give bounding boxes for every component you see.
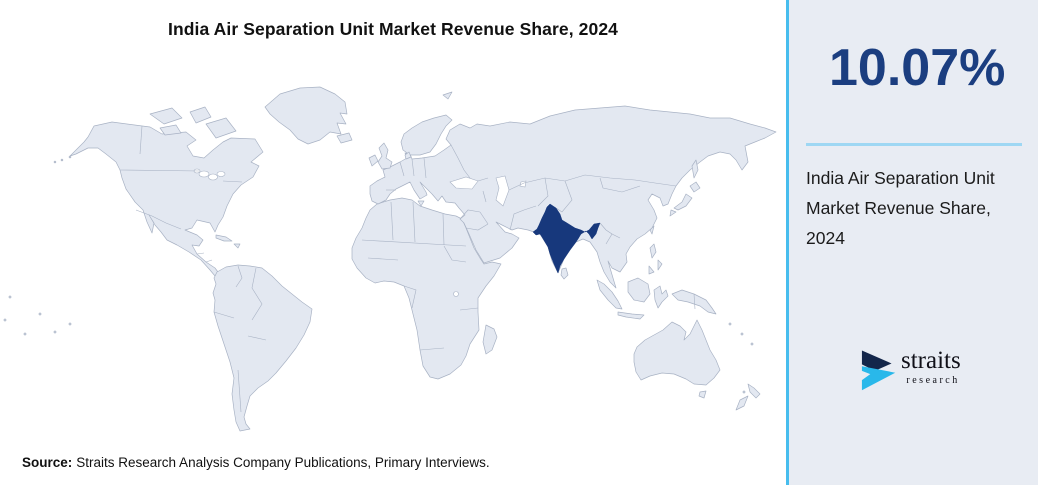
pacific-island-dot: [750, 342, 754, 346]
philippines-shape: [648, 265, 655, 275]
pacific-island-dot: [23, 332, 27, 336]
world-map: [0, 82, 786, 444]
pacific-island-dot: [3, 318, 7, 322]
taiwan-shape: [649, 225, 655, 235]
great-britain-shape: [377, 142, 393, 170]
tasmania-shape: [698, 390, 707, 399]
sakhalin-shape: [691, 159, 699, 179]
sulawesi-shape: [653, 285, 669, 309]
great-lake-shape: [198, 170, 210, 178]
japan-shape: [669, 209, 677, 217]
africa-shape: [351, 197, 502, 380]
pacific-island-dot: [53, 330, 57, 334]
great-lake-shape: [216, 171, 226, 177]
iceland-shape: [336, 132, 353, 144]
new-zealand-shape: [735, 395, 749, 411]
aral-sea-shape: [519, 180, 527, 188]
ireland-shape: [368, 154, 379, 167]
straits-research-logo: straits research: [861, 344, 961, 392]
baffin-island-shape: [205, 117, 237, 139]
madagascar-shape: [482, 324, 498, 355]
source-note: Source: Straits Research Analysis Company…: [22, 455, 490, 470]
scandinavia-shape: [400, 114, 453, 156]
philippines-shape: [657, 259, 663, 271]
arctic-island-shape: [159, 124, 182, 136]
sri-lanka-shape: [560, 267, 569, 280]
panel-divider: [806, 143, 1022, 146]
arctic-island-shape: [149, 107, 183, 125]
source-label: Source:: [22, 455, 73, 470]
pacific-island-dot: [8, 295, 12, 299]
eurasia-shape: [369, 105, 777, 289]
australia-shape: [633, 319, 721, 386]
aleutian-island-dot: [60, 158, 64, 162]
denmark-shape: [404, 151, 412, 160]
landmasses: [3, 86, 777, 432]
pacific-island-dot: [740, 332, 744, 336]
svalbard-shape: [442, 91, 453, 100]
logo-wordmark: straits research: [901, 344, 961, 387]
country-borders: [119, 125, 696, 413]
country-india-shape: [532, 203, 601, 274]
philippines-shape: [649, 243, 657, 259]
stat-caption: India Air Separation Unit Market Revenue…: [806, 168, 995, 248]
pacific-island-dot: [728, 322, 732, 326]
borneo-shape: [627, 277, 651, 303]
caspian-sea-shape: [495, 175, 510, 207]
great-lake-shape: [208, 173, 218, 181]
inland-waters: [193, 168, 527, 297]
pacific-island-dot: [68, 322, 72, 326]
aleutian-island-dot: [53, 160, 57, 164]
south-america-shape: [212, 264, 313, 432]
source-text: Straits Research Analysis Company Public…: [76, 455, 490, 470]
cuba-shape: [215, 234, 233, 242]
japan-shape: [689, 181, 701, 193]
sicily-shape: [417, 200, 425, 207]
pacific-island-dot: [742, 390, 746, 394]
stat-panel: 10.07% India Air Separation Unit Market …: [786, 0, 1038, 485]
new-zealand-shape: [747, 383, 761, 399]
arctic-island-shape: [189, 106, 212, 124]
world-map-svg: [3, 86, 777, 432]
pacific-island-dot: [38, 312, 42, 316]
north-america-shape: [69, 121, 264, 277]
new-guinea-shape: [671, 289, 717, 315]
hispaniola-shape: [233, 243, 241, 249]
greenland-shape: [264, 86, 348, 145]
chart-title: India Air Separation Unit Market Revenue…: [168, 19, 618, 39]
black-sea-shape: [449, 176, 479, 190]
lake-victoria-shape: [453, 291, 459, 297]
sumatra-shape: [596, 279, 623, 310]
java-shape: [617, 311, 645, 320]
stat-value: 10.07%: [829, 39, 1006, 97]
aleutian-island-dot: [68, 155, 72, 159]
logo-name: straits: [901, 347, 961, 374]
logo-arrow-icon: [861, 350, 896, 391]
logo-subname: research: [906, 375, 960, 386]
japan-shape: [673, 193, 693, 211]
